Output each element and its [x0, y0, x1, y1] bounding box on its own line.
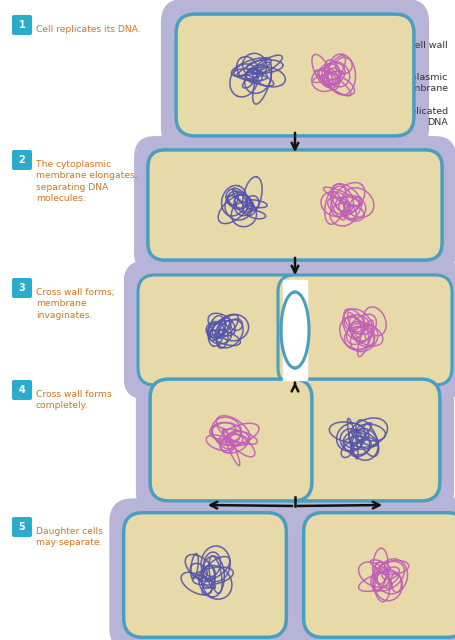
FancyBboxPatch shape — [176, 14, 414, 136]
Text: Replicated
DNA: Replicated DNA — [343, 106, 448, 127]
FancyBboxPatch shape — [303, 513, 455, 637]
Text: 5: 5 — [19, 522, 25, 532]
FancyBboxPatch shape — [289, 499, 455, 640]
FancyBboxPatch shape — [291, 513, 455, 640]
FancyBboxPatch shape — [12, 380, 32, 400]
FancyBboxPatch shape — [278, 379, 440, 501]
FancyBboxPatch shape — [136, 150, 454, 268]
FancyBboxPatch shape — [264, 365, 454, 515]
Text: Cross wall forms
completely.: Cross wall forms completely. — [36, 390, 111, 410]
Text: 1: 1 — [19, 20, 25, 30]
FancyBboxPatch shape — [138, 275, 312, 385]
FancyBboxPatch shape — [109, 499, 301, 640]
Text: The cytoplasmic
membrane elongates,
separating DNA
molecules.: The cytoplasmic membrane elongates, sepa… — [36, 160, 137, 204]
FancyBboxPatch shape — [274, 261, 455, 399]
FancyBboxPatch shape — [134, 136, 455, 274]
Text: 4: 4 — [19, 385, 25, 395]
Text: Cross wall forms;
membrane
invaginates.: Cross wall forms; membrane invaginates. — [36, 288, 115, 320]
Text: Nucleoid: Nucleoid — [175, 81, 250, 108]
Text: Cell replicates its DNA.: Cell replicates its DNA. — [36, 25, 141, 34]
FancyBboxPatch shape — [150, 379, 312, 501]
FancyBboxPatch shape — [124, 261, 316, 399]
FancyBboxPatch shape — [111, 513, 298, 640]
Text: 3: 3 — [19, 283, 25, 293]
FancyBboxPatch shape — [124, 261, 314, 399]
FancyBboxPatch shape — [138, 379, 324, 509]
FancyBboxPatch shape — [12, 278, 32, 298]
FancyBboxPatch shape — [163, 14, 427, 144]
Text: Cytoplasmic
membrane: Cytoplasmic membrane — [389, 74, 448, 93]
FancyBboxPatch shape — [12, 15, 32, 35]
FancyBboxPatch shape — [136, 365, 326, 515]
FancyBboxPatch shape — [161, 0, 429, 151]
Text: Daughter cells
may separate.: Daughter cells may separate. — [36, 527, 103, 547]
Text: 2: 2 — [19, 155, 25, 165]
FancyBboxPatch shape — [278, 275, 452, 385]
FancyBboxPatch shape — [12, 150, 32, 170]
FancyBboxPatch shape — [124, 513, 286, 637]
FancyBboxPatch shape — [148, 150, 442, 260]
Text: Cell wall: Cell wall — [403, 40, 448, 49]
FancyBboxPatch shape — [12, 517, 32, 537]
FancyBboxPatch shape — [266, 379, 452, 509]
